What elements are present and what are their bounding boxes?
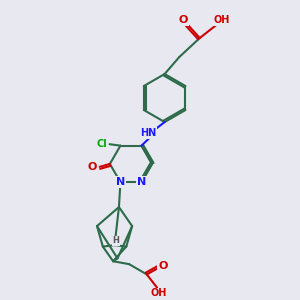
- Text: O: O: [179, 15, 188, 26]
- Text: OH: OH: [150, 288, 167, 298]
- Text: O: O: [158, 261, 168, 271]
- Text: OH: OH: [214, 15, 230, 26]
- Text: O: O: [88, 162, 97, 172]
- Text: HN: HN: [140, 128, 157, 138]
- Text: N: N: [137, 177, 146, 187]
- Text: H: H: [112, 236, 119, 245]
- Text: Cl: Cl: [96, 139, 107, 149]
- Text: N: N: [116, 177, 125, 187]
